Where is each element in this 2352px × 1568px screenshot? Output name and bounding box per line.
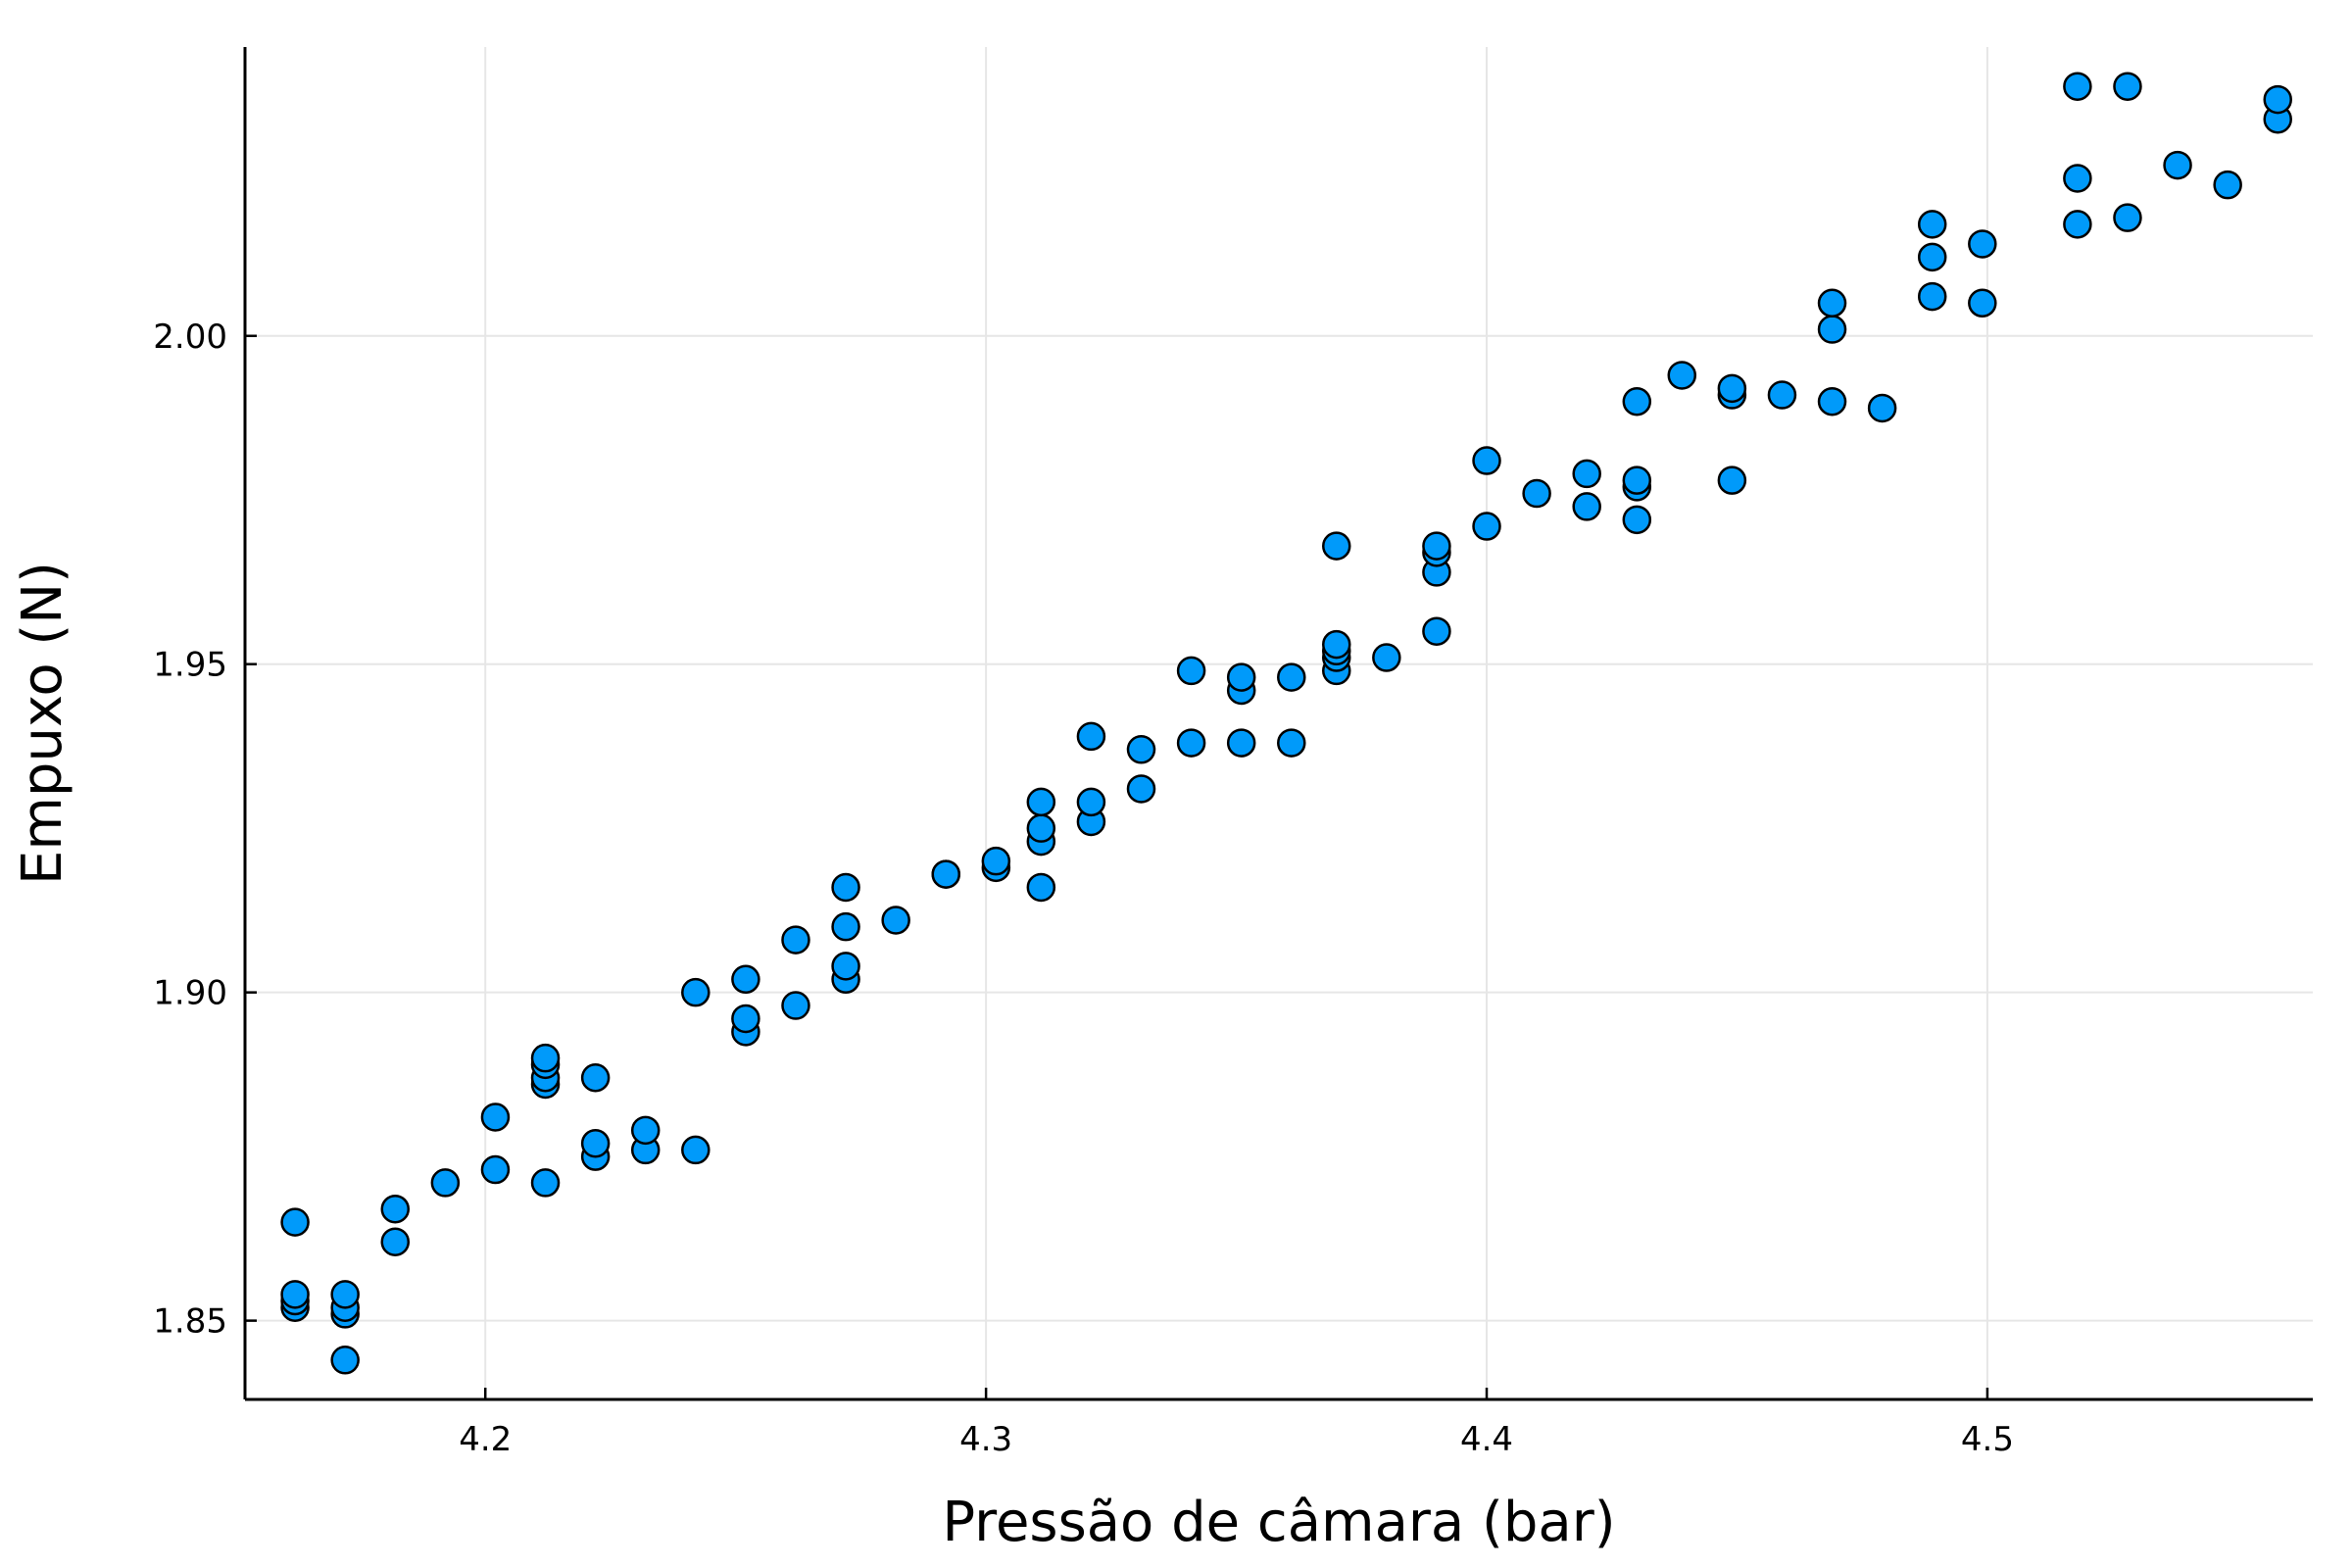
data-point [1277, 662, 1306, 692]
data-point [1472, 446, 1501, 475]
data-point [781, 991, 810, 1020]
data-point [380, 1194, 411, 1224]
data-point [831, 952, 860, 981]
grid-lines [245, 47, 2313, 1399]
data-point [2163, 150, 2192, 180]
data-point [1176, 656, 1206, 686]
data-point [1817, 288, 1847, 318]
data-point [2063, 164, 2092, 193]
data-point [1667, 361, 1697, 390]
data-point [931, 859, 961, 889]
data-point [1622, 466, 1652, 495]
data-point [731, 1004, 760, 1034]
data-point [681, 977, 710, 1007]
data-point [1572, 492, 1601, 521]
data-point [530, 1043, 561, 1073]
data-point [2063, 210, 2092, 239]
data-point [1817, 386, 1847, 416]
tick-labels: 4.2 4.3 4.4 4.5 1.85 1.90 1.95 2.00 [153, 318, 2014, 1459]
y-axis-title: Empuxo (N) [11, 562, 74, 885]
data-point [1968, 229, 1997, 259]
data-point [1026, 872, 1056, 903]
x-tick-label: 4.5 [1961, 1420, 2014, 1459]
data-point [1226, 728, 1256, 758]
data-point [1917, 242, 1947, 272]
data-point [1322, 629, 1351, 660]
data-point [430, 1168, 461, 1198]
data-point [1372, 643, 1401, 672]
data-point [2213, 170, 2242, 200]
axes [243, 47, 2313, 1401]
data-point [2113, 203, 2142, 232]
data-point [681, 1135, 710, 1165]
data-point [280, 1280, 310, 1309]
data-point [1867, 393, 1897, 423]
data-point [580, 1062, 611, 1093]
data-point [1522, 478, 1551, 509]
data-point [330, 1280, 360, 1309]
y-tick-label: 1.90 [153, 974, 227, 1013]
data-point [630, 1115, 661, 1146]
data-point [1026, 813, 1056, 843]
y-tick-label: 1.85 [153, 1302, 227, 1342]
data-point [1717, 373, 1747, 404]
data-point [330, 1346, 360, 1375]
data-point [1917, 281, 1947, 312]
data-point [2113, 72, 2142, 101]
data-point [2263, 84, 2292, 115]
data-point [280, 1207, 310, 1237]
data-point [480, 1102, 511, 1132]
data-point [1126, 774, 1156, 804]
data-point [480, 1154, 511, 1185]
x-axis-title: Pressão de câmara (bar) [942, 1491, 1615, 1554]
data-point [1817, 315, 1847, 344]
data-point [1226, 662, 1256, 692]
data-point [1968, 288, 1997, 318]
data-point [1472, 512, 1501, 541]
data-point [1767, 380, 1797, 410]
x-tick-label: 4.3 [959, 1420, 1012, 1459]
data-point [781, 925, 810, 955]
data-point [831, 911, 860, 942]
data-point [1422, 531, 1451, 561]
y-tick-label: 2.00 [153, 318, 227, 357]
x-tick-label: 4.4 [1460, 1420, 1513, 1459]
data-point [580, 1128, 611, 1158]
data-point [1026, 787, 1056, 817]
data-point [1422, 616, 1451, 646]
data-point [831, 872, 860, 903]
data-point [530, 1168, 561, 1198]
data-point [1917, 210, 1947, 239]
data-point [1717, 466, 1747, 495]
y-tick-label: 1.95 [153, 646, 227, 685]
data-point [981, 846, 1011, 876]
data-point [731, 964, 760, 995]
data-point [1176, 728, 1206, 758]
data-point [881, 906, 910, 935]
data-point [1277, 728, 1306, 758]
data-point [1622, 386, 1652, 416]
data-points [280, 72, 2292, 1375]
data-point [1076, 787, 1106, 817]
x-tick-label: 4.2 [459, 1420, 512, 1459]
data-point [1622, 505, 1652, 535]
data-point [1126, 735, 1156, 764]
data-point [380, 1227, 411, 1256]
data-point [2063, 72, 2092, 101]
data-point [1076, 721, 1106, 752]
data-point [1322, 531, 1351, 561]
data-point [1572, 459, 1601, 489]
